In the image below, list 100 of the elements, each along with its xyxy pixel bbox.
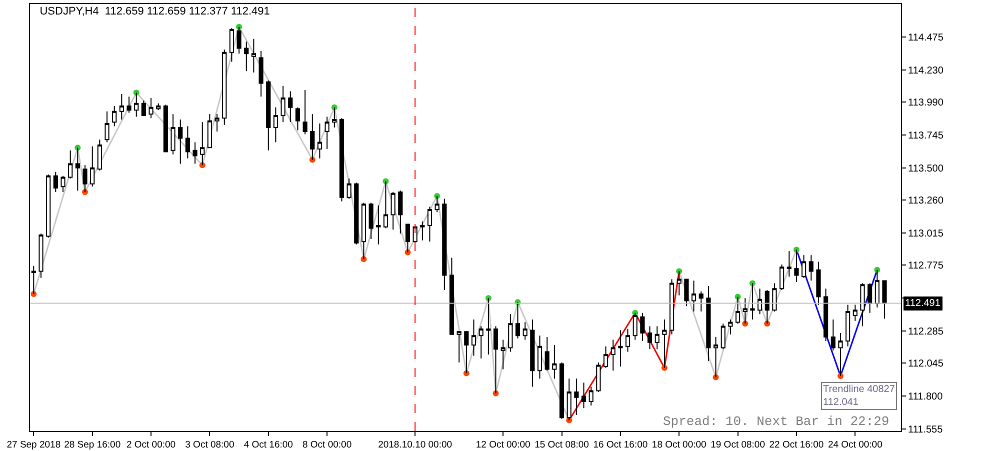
candlestick	[544, 336, 550, 372]
candlestick	[60, 175, 66, 192]
candlestick	[339, 118, 344, 202]
candlestick	[192, 142, 198, 164]
x-tick-label: 27 Sep 2018	[6, 439, 61, 450]
candlestick	[596, 362, 601, 393]
candlestick	[618, 330, 623, 368]
candlestick	[119, 93, 124, 120]
candlestick	[647, 326, 652, 350]
candlestick	[346, 178, 352, 200]
candlestick	[141, 100, 146, 116]
candlestick	[537, 335, 542, 380]
candlestick	[500, 339, 506, 370]
candlestick	[758, 288, 762, 315]
candlestick	[720, 323, 726, 350]
candlestick	[317, 123, 322, 159]
x-tick-label: 8 Oct 00:00	[302, 439, 352, 450]
candlestick	[170, 114, 176, 155]
y-tick-label: 111.555	[908, 424, 944, 436]
x-tick-label: 3 Oct 08:00	[185, 439, 234, 450]
candlestick	[780, 264, 784, 291]
y-tick-label: 113.015	[908, 228, 944, 240]
candlestick	[38, 233, 44, 278]
candlestick	[684, 278, 689, 307]
candlestick	[846, 304, 850, 347]
x-tick-label: 16 Oct 16:00	[593, 439, 648, 450]
candlestick	[808, 254, 814, 282]
candlestick	[280, 85, 286, 123]
x-tick-label: 2018.10.10 00:00	[378, 439, 452, 450]
candlestick	[522, 322, 528, 340]
x-tick-label: 28 Sep 16:00	[64, 439, 121, 450]
candlestick	[478, 326, 484, 359]
candlestick	[654, 326, 660, 350]
candlestick	[302, 89, 308, 135]
candlestick	[449, 257, 454, 335]
x-tick-label: 15 Oct 08:00	[534, 439, 589, 450]
candlestick	[185, 126, 190, 159]
ref-line-label: 112.491	[905, 298, 941, 309]
y-tick-label: 113.260	[908, 196, 944, 207]
candlestick	[860, 282, 865, 327]
candlestick	[692, 280, 696, 312]
candlestick	[324, 116, 330, 150]
candlestick	[273, 106, 278, 143]
candlestick	[126, 96, 132, 114]
x-tick-label: 4 Oct 16:00	[244, 439, 293, 450]
candlestick	[728, 319, 733, 335]
candlestick	[581, 382, 586, 409]
candlestick	[214, 114, 220, 132]
candlestick	[97, 139, 102, 171]
y-tick-label: 113.745	[908, 130, 944, 142]
candlestick	[90, 146, 95, 188]
x-tick-label: 24 Oct 00:00	[828, 439, 882, 450]
candlestick	[882, 280, 887, 320]
candlestick	[46, 174, 51, 238]
candlestick	[390, 191, 396, 230]
candlestick	[574, 378, 579, 416]
y-tick-label: 112.285	[908, 326, 944, 338]
candlestick	[868, 282, 872, 314]
annotation: Trendline 40827 112.041	[823, 384, 896, 408]
candlestick	[603, 346, 608, 368]
candlestick	[112, 106, 117, 127]
candlestick	[376, 204, 381, 245]
candlestick	[830, 319, 836, 351]
candlestick	[368, 202, 374, 240]
candlestick	[442, 198, 447, 291]
y-tick-label: 111.800	[908, 392, 944, 403]
candlestick	[559, 362, 564, 420]
x-tick-label: 12 Oct 00:00	[476, 439, 530, 450]
y-tick-label: 113.500	[908, 163, 944, 174]
annotation: Spread: 10. Next Bar in 22:29	[663, 414, 890, 429]
candlestick	[398, 190, 403, 234]
candlestick	[640, 312, 645, 342]
candlestick	[802, 254, 806, 278]
y-tick-label: 112.045	[908, 358, 944, 370]
candlestick	[706, 285, 711, 362]
candlestick	[698, 290, 704, 312]
candlestick	[251, 38, 256, 73]
y-tick-label: 114.475	[908, 32, 944, 44]
x-tick-label: 19 Oct 08:00	[710, 439, 766, 450]
candlestick	[163, 104, 168, 152]
y-tick-label: 112.775	[908, 260, 944, 272]
chart-title: USDJPY,H4 112.659 112.659 112.377 112.491	[40, 5, 270, 18]
candlestick	[786, 250, 792, 278]
y-tick-label: 113.990	[908, 98, 944, 109]
candlestick	[178, 118, 183, 164]
candlestick	[420, 221, 425, 241]
candlestick	[456, 331, 462, 364]
candlestick	[824, 288, 828, 342]
candlestick	[427, 206, 432, 242]
candlestick	[508, 314, 513, 352]
x-tick-label: 22 Oct 16:00	[769, 439, 824, 450]
x-tick-label: 18 Oct 00:00	[652, 439, 706, 450]
candlestick	[669, 278, 674, 335]
candlestick	[816, 261, 821, 306]
candlestick	[772, 282, 777, 312]
candlestick	[295, 106, 300, 131]
candlestick	[68, 150, 73, 180]
candlestick	[471, 319, 476, 356]
candlestick	[354, 182, 359, 245]
candlestick	[53, 171, 58, 192]
